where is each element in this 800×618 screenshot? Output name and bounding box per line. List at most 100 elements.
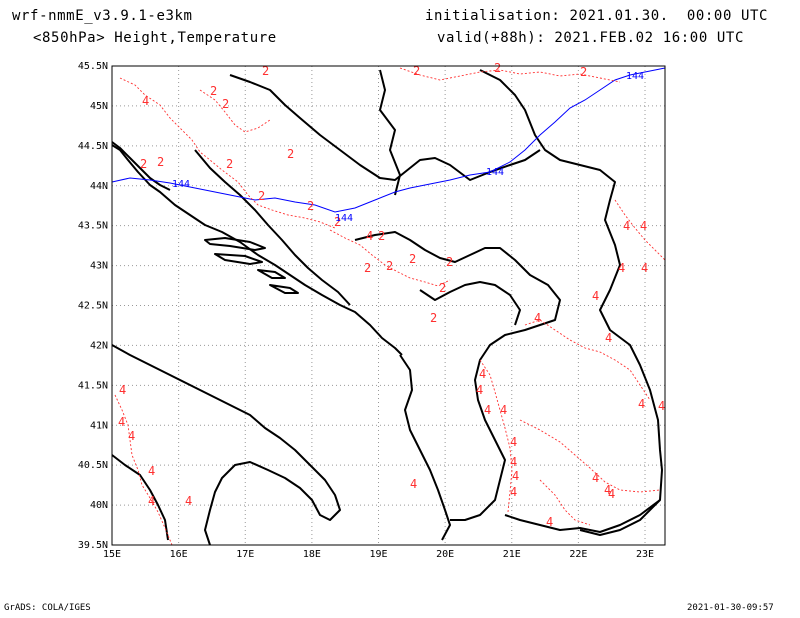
temperature-label: 4 [410, 477, 417, 491]
temperature-label: 2 [409, 252, 416, 266]
lon-tick-label: 18E [303, 549, 321, 560]
height-label: 144 [626, 71, 644, 82]
temperature-label: 4 [119, 383, 126, 397]
temperature-label: 4 [638, 397, 645, 411]
island-2 [214, 253, 263, 265]
lat-tick-label: 42.5N [78, 301, 108, 312]
model-title: wrf-nmmE_v3.9.1-e3km [12, 8, 193, 24]
temperature-label: 4 [641, 261, 648, 275]
border-albania [399, 354, 451, 541]
lat-tick-label: 44N [90, 181, 108, 192]
temperature-label: 4 [128, 429, 135, 443]
temperature-label: 2 [439, 281, 446, 295]
lat-tick-label: 45N [90, 101, 108, 112]
temperature-label: 2 [157, 155, 164, 169]
temperature-label: 2 [307, 199, 314, 213]
temp-contour-7 [479, 359, 513, 513]
height-contours [111, 67, 666, 213]
coastline-calabria [111, 454, 169, 541]
coastline-dalmatia [194, 149, 351, 306]
lat-tick-label: 41.5N [78, 380, 108, 391]
footer-right: 2021-01-30-09:57 [687, 603, 774, 613]
lat-tick-label: 43.5N [78, 221, 108, 232]
temperature-label: 4 [118, 415, 125, 429]
temperature-label: 4 [608, 487, 615, 501]
height-labels: 144 144 144 144 [172, 71, 644, 224]
coastlines-borders [111, 69, 663, 546]
lon-tick-label: 15E [103, 549, 121, 560]
temperature-label: 4 [510, 435, 517, 449]
temperature-label: 2 [446, 255, 453, 269]
temperature-label: 4 [546, 515, 553, 529]
lat-tick-label: 41N [90, 420, 108, 431]
temperature-label: 2 [413, 64, 420, 78]
lon-tick-label: 23E [636, 549, 654, 560]
temperature-label: 4 [604, 483, 611, 497]
temperature-label: 4 [640, 219, 647, 233]
temperature-label: 2 [386, 259, 393, 273]
height-contour-144 [111, 67, 666, 213]
temperature-label: 2 [364, 261, 371, 275]
init-time: initialisation: 2021.01.30. 00:00 UTC [425, 8, 769, 24]
temperature-label: 4 [618, 261, 625, 275]
map-frame [111, 65, 666, 546]
axis-tick-labels: 45.5N 45N 44.5N 44N 43.5N 43N 42.5N 42N 41.5N 41N… [78, 61, 654, 560]
lon-tick-label: 17E [236, 549, 254, 560]
temperature-label: 2 [580, 65, 587, 79]
temperature-label: 2 [378, 229, 385, 243]
temp-contour-4 [399, 67, 621, 83]
temperature-label: 2 [222, 97, 229, 111]
lat-tick-label: 45.5N [78, 61, 108, 72]
lat-tick-label: 40.5N [78, 460, 108, 471]
temperature-label: 2 [287, 147, 294, 161]
coastline-greece [504, 499, 661, 533]
temperature-label: 2 [262, 64, 269, 78]
temperature-label: 4 [658, 399, 665, 413]
temperature-label: 2 [210, 84, 217, 98]
border-east [479, 69, 663, 536]
footer-left: GrADS: COLA/IGES [4, 603, 91, 613]
lon-tick-label: 16E [170, 549, 188, 560]
coastline-italy-south [111, 344, 341, 546]
temperature-label: 4 [476, 383, 483, 397]
temperature-label: 2 [494, 61, 501, 75]
temperature-label: 4 [148, 494, 155, 508]
temperature-label: 4 [484, 403, 491, 417]
temperature-label: 4 [479, 367, 486, 381]
temperature-label: 4 [185, 494, 192, 508]
lat-tick-label: 44.5N [78, 141, 108, 152]
temperature-label: 4 [592, 471, 599, 485]
temperature-label: 4 [510, 455, 517, 469]
temperature-label: 4 [510, 485, 517, 499]
temp-contour-6 [524, 319, 651, 401]
temperature-label: 2 [226, 157, 233, 171]
lon-tick-label: 20E [436, 549, 454, 560]
lon-tick-label: 21E [503, 549, 521, 560]
border-danube [379, 69, 401, 196]
lon-tick-label: 22E [569, 549, 587, 560]
lon-tick-label: 19E [369, 549, 387, 560]
temperature-label: 4 [623, 219, 630, 233]
height-label: 144 [172, 179, 190, 190]
height-label: 144 [335, 213, 353, 224]
temperature-label: 4 [512, 469, 519, 483]
lat-tick-label: 43N [90, 261, 108, 272]
temp-contour-3 [329, 229, 451, 287]
temperature-label: 4 [366, 229, 373, 243]
temperature-label: 4 [592, 289, 599, 303]
island-1 [204, 237, 266, 251]
temperature-label: 4 [605, 331, 612, 345]
lat-lon-grid [112, 66, 665, 545]
lat-tick-label: 42N [90, 340, 108, 351]
valid-time: valid(+88h): 2021.FEB.02 16:00 UTC [437, 30, 744, 46]
temperature-label: 4 [142, 94, 149, 108]
height-label: 144 [486, 167, 504, 178]
temp-contour-8 [519, 419, 661, 493]
temperature-label: 2 [140, 157, 147, 171]
lat-tick-label: 40N [90, 500, 108, 511]
coastline-croatia [111, 141, 171, 191]
temperature-label: 4 [148, 464, 155, 478]
lat-tick-label: 39.5N [78, 540, 108, 551]
